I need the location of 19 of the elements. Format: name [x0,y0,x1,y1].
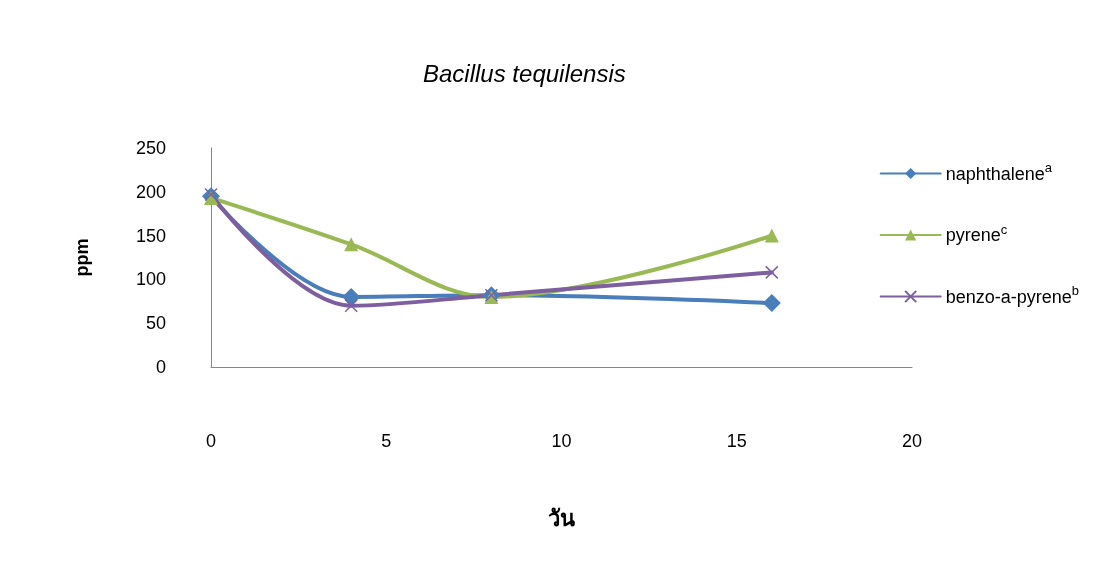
y-axis-title: ppm [72,238,92,277]
chart-title: Bacillus tequilensis [423,59,626,87]
y-tick-label: 100 [135,269,166,290]
point [764,228,779,243]
y-tick-label: 250 [135,138,166,158]
point [765,265,779,280]
point [344,237,359,252]
point [762,294,781,313]
y-tick-label: 150 [135,225,166,246]
y-tick-label: 0 [155,357,166,377]
x-tick-label: 10 [551,431,572,451]
point [344,298,358,313]
x-axis-title: วัน [548,505,575,531]
y-tick-label: 200 [135,181,166,202]
x-tick-label: 0 [205,431,217,451]
x-tick-label: 20 [901,431,923,451]
y-tick-label: 50 [145,313,166,334]
x-tick-label: 5 [381,431,392,451]
x-tick-label: 15 [726,431,747,451]
